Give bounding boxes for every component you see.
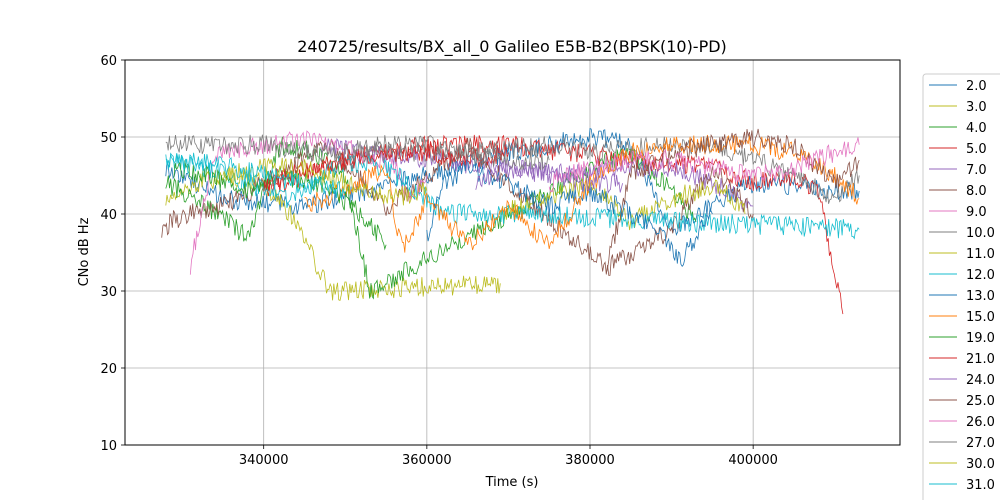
- legend-label: 21.0: [966, 352, 995, 367]
- y-tick-label: 10: [100, 439, 117, 454]
- legend-label: 25.0: [966, 394, 995, 409]
- legend-label: 13.0: [966, 289, 995, 304]
- legend-label: 5.0: [966, 142, 987, 157]
- legend-label: 11.0: [966, 247, 995, 262]
- series-line-26-0: [548, 137, 860, 193]
- series-line-8-0: [161, 137, 754, 276]
- chart-title: 240725/results/BX_all_0 Galileo E5B-B2(B…: [297, 37, 727, 57]
- legend-label: 30.0: [966, 457, 995, 472]
- y-axis-label: CNo dB Hz: [77, 217, 92, 286]
- series-line-25-0: [605, 128, 860, 274]
- series-line-21-0: [263, 143, 509, 192]
- series-line-12-0: [165, 152, 860, 240]
- legend-box: [922, 73, 1000, 500]
- legend-label: 26.0: [966, 415, 995, 430]
- legend-label: 3.0: [966, 100, 987, 115]
- x-axis-label: Time (s): [485, 475, 539, 490]
- x-tick-label: 380000: [565, 453, 615, 468]
- series-line-24-0: [475, 160, 623, 195]
- legend-label: 10.0: [966, 226, 995, 241]
- series-line-27-0: [344, 135, 550, 171]
- series-line-31-0: [165, 152, 346, 200]
- legend-label: 31.0: [966, 478, 995, 493]
- legend-label: 24.0: [966, 373, 995, 388]
- legend-label: 15.0: [966, 310, 995, 325]
- series-line-11-0: [499, 175, 746, 231]
- x-tick-label: 400000: [728, 453, 778, 468]
- legend-label: 27.0: [966, 436, 995, 451]
- plot-frame: [124, 59, 901, 446]
- series-line-4-0: [165, 136, 697, 300]
- series-line-13-0: [426, 157, 713, 267]
- legend-label: 9.0: [966, 205, 987, 220]
- legend-label: 2.0: [966, 79, 987, 94]
- y-tick-label: 40: [100, 208, 117, 223]
- legend: 2.0 3.0 4.0 5.0 7.0 8.0 9.0 10.0 11.0 12.0 13.0 15.…: [922, 73, 1000, 500]
- legend-label: 7.0: [966, 163, 987, 178]
- y-tick-label: 30: [100, 285, 117, 300]
- y-tick-label: 50: [100, 131, 117, 146]
- legend-label: 4.0: [966, 121, 987, 136]
- y-tick-label: 20: [100, 362, 117, 377]
- legend-label: 12.0: [966, 268, 995, 283]
- legend-label: 8.0: [966, 184, 987, 199]
- legend-label: 19.0: [966, 331, 995, 346]
- y-tick-label: 60: [100, 54, 117, 69]
- x-tick-label: 340000: [239, 453, 289, 468]
- y-axis: 10 20 30 40 50 60: [100, 54, 125, 454]
- x-axis: 340000 360000 380000 400000: [239, 445, 778, 468]
- x-tick-label: 360000: [402, 453, 452, 468]
- series-line-10-0: [165, 134, 860, 204]
- grid: [125, 59, 900, 446]
- series-group: [161, 128, 860, 315]
